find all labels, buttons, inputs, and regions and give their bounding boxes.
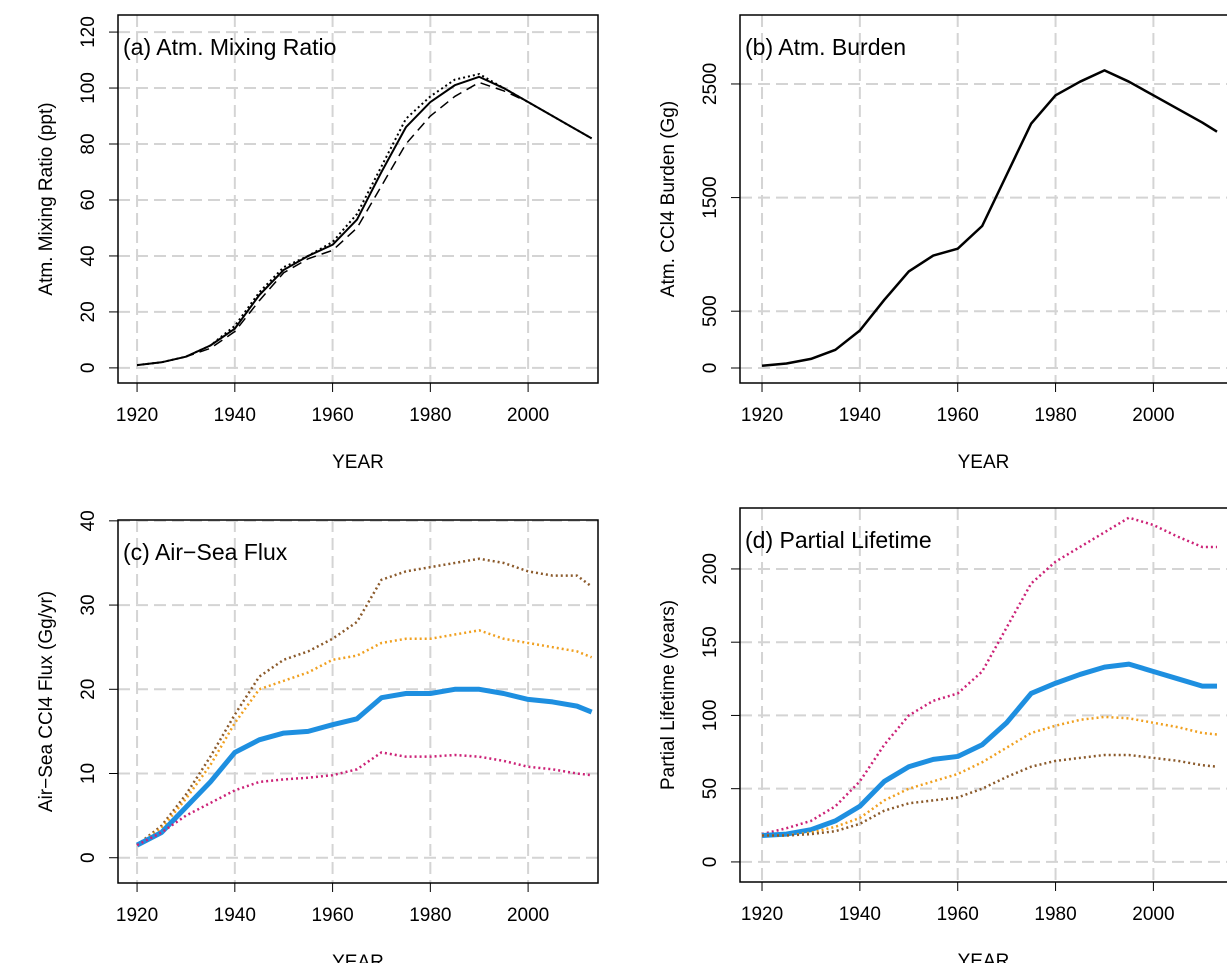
y-tick-label: 30 xyxy=(78,594,99,615)
y-tick-label: 20 xyxy=(78,679,99,700)
y-axis-title: Partial Lifetime (years) xyxy=(658,600,679,790)
x-tick-label: 1960 xyxy=(937,904,979,925)
y-tick-label: 150 xyxy=(700,626,721,658)
data-line xyxy=(762,715,1218,837)
x-tick-label: 2000 xyxy=(507,405,549,426)
y-tick-label: 0 xyxy=(78,852,99,863)
y-tick-label: 80 xyxy=(78,133,99,154)
x-tick-label: 2000 xyxy=(1132,904,1174,925)
y-tick-label: 60 xyxy=(78,189,99,210)
x-tick-label: 1980 xyxy=(1034,904,1076,925)
x-axis-title: YEAR xyxy=(332,452,384,473)
x-tick-label: 1940 xyxy=(214,405,256,426)
x-tick-label: 1980 xyxy=(409,905,451,926)
y-tick-label: 10 xyxy=(78,763,99,784)
y-tick-label: 200 xyxy=(700,553,721,585)
data-line xyxy=(762,753,1218,837)
y-tick-label: 0 xyxy=(700,857,721,868)
x-tick-label: 1960 xyxy=(937,405,979,426)
y-tick-label: 0 xyxy=(700,363,721,374)
panel-title: (c) Air−Sea Flux xyxy=(123,539,288,565)
panel-title: (a) Atm. Mixing Ratio xyxy=(123,34,336,60)
y-tick-label: 50 xyxy=(700,778,721,799)
x-axis-title: YEAR xyxy=(332,952,384,963)
plot-frame xyxy=(117,14,599,384)
data-line xyxy=(136,73,593,367)
data-line xyxy=(136,75,593,367)
data-line xyxy=(136,557,593,847)
y-tick-label: 40 xyxy=(78,245,99,266)
y-tick-label: 40 xyxy=(78,510,99,531)
x-tick-label: 2000 xyxy=(1132,405,1174,426)
x-axis-title: YEAR xyxy=(958,951,1010,963)
data-line xyxy=(761,69,1218,367)
y-axis-title: Atm. Mixing Ratio (ppt) xyxy=(36,102,57,295)
y-tick-label: 2500 xyxy=(700,63,721,105)
data-line xyxy=(136,629,593,847)
x-tick-label: 2000 xyxy=(507,905,549,926)
y-tick-label: 500 xyxy=(700,295,721,327)
x-tick-label: 1940 xyxy=(839,904,881,925)
plot-frame xyxy=(739,507,1227,883)
x-tick-label: 1920 xyxy=(741,405,783,426)
data-line xyxy=(761,516,1218,836)
data-line xyxy=(135,686,593,848)
x-tick-label: 1960 xyxy=(311,905,353,926)
panel-title: (d) Partial Lifetime xyxy=(745,527,932,553)
x-axis-title: YEAR xyxy=(958,452,1010,473)
y-tick-label: 120 xyxy=(78,16,99,48)
data-line xyxy=(136,81,593,366)
y-axis-title: Atm. CCl4 Burden (Gg) xyxy=(658,101,679,297)
y-axis-title: Air−Sea CCl4 Flux (Gg/yr) xyxy=(36,591,57,812)
x-tick-label: 1920 xyxy=(116,405,158,426)
y-tick-label: 100 xyxy=(78,72,99,104)
y-tick-label: 1500 xyxy=(700,176,721,218)
plot-frame xyxy=(117,519,599,884)
x-tick-label: 1940 xyxy=(214,905,256,926)
data-line xyxy=(761,661,1218,839)
y-tick-label: 20 xyxy=(78,301,99,322)
x-tick-label: 1940 xyxy=(839,405,881,426)
x-tick-label: 1980 xyxy=(409,405,451,426)
x-tick-label: 1960 xyxy=(311,405,353,426)
x-tick-label: 1980 xyxy=(1034,405,1076,426)
y-tick-label: 0 xyxy=(78,363,99,374)
y-tick-label: 100 xyxy=(700,700,721,732)
x-tick-label: 1920 xyxy=(116,905,158,926)
x-tick-label: 1920 xyxy=(741,904,783,925)
panel-title: (b) Atm. Burden xyxy=(745,34,906,60)
plot-frame xyxy=(739,14,1227,384)
data-line xyxy=(136,751,592,847)
